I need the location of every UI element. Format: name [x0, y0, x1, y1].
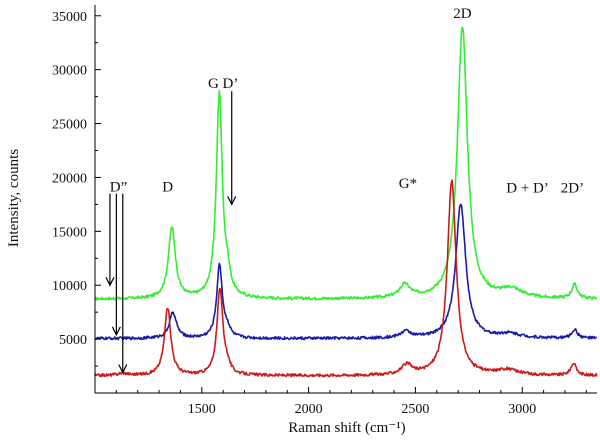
annotation-arrow-4 [227, 91, 237, 206]
peak-label-1: D” [110, 179, 128, 195]
peak-label-4: G* [399, 176, 417, 192]
peak-label-2: D [162, 179, 173, 195]
arrow-head [227, 196, 237, 206]
annotation-arrow-1 [105, 193, 115, 287]
arrow-head [105, 276, 115, 287]
arrow-head [118, 364, 128, 374]
spectrum-series-1 [94, 26, 598, 301]
x-tick-label: 2000 [295, 402, 323, 417]
x-axis-title: Raman shift (cm⁻¹) [288, 420, 405, 436]
y-tick-label: 15000 [52, 225, 87, 240]
y-axis-title: Intensity, counts [6, 149, 22, 247]
y-tick-label: 25000 [52, 118, 87, 133]
y-tick-label: 30000 [52, 64, 87, 79]
annotation-arrow-3 [118, 193, 128, 374]
spectrum-series-3 [94, 179, 598, 378]
axis-layer: 5000 10000 15000 20000 25000 30000 35000 1500 20… [52, 5, 597, 417]
peak-label-3: G D’ [208, 76, 238, 92]
y-tick-label: 10000 [52, 279, 87, 294]
annotation-layer: D” D G D’ G* 2D D + D’ 2D’ [105, 6, 584, 374]
series-layer [94, 26, 598, 378]
peak-label-5: 2D [453, 6, 472, 22]
peak-label-6: D + D’ [506, 181, 549, 197]
x-tick-label: 1500 [188, 402, 216, 417]
peak-label-7: 2D’ [561, 181, 584, 197]
x-tick-label: 3000 [508, 402, 536, 417]
arrow-head [111, 326, 121, 337]
spectrum-series-2 [94, 203, 598, 341]
x-tick-label: 2500 [401, 402, 429, 417]
y-tick-label: 5000 [59, 333, 87, 348]
y-tick-label: 20000 [52, 171, 87, 186]
y-tick-label: 35000 [52, 10, 87, 25]
annotation-arrow-2 [111, 193, 121, 337]
